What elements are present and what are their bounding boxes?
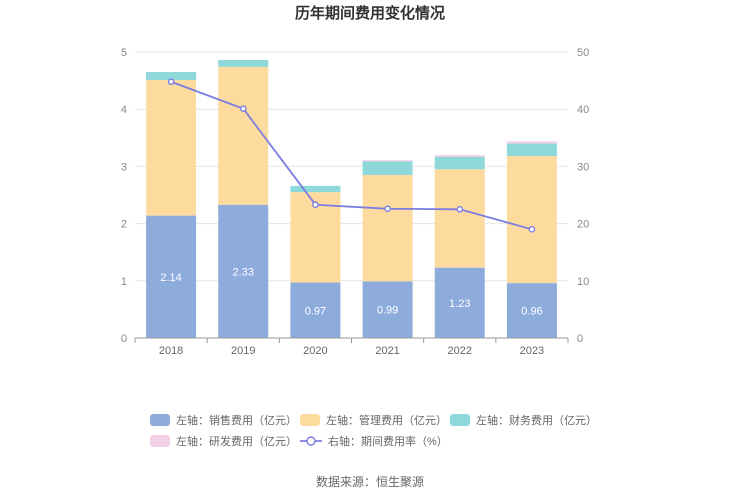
legend-label: 左轴：财务费用（亿元） [476, 413, 597, 427]
bar-segment [218, 66, 269, 205]
data-label: 0.96 [521, 306, 542, 318]
left-tick-label: 3 [121, 161, 127, 173]
bar-segment [218, 60, 269, 67]
legend-line-marker [306, 436, 316, 446]
bars [146, 60, 557, 338]
x-tick-label: 2023 [520, 345, 544, 357]
bar-segment [146, 80, 197, 216]
x-tick-label: 2019 [231, 345, 255, 357]
legend-label: 左轴：管理费用（亿元） [326, 413, 447, 427]
bar-segment [362, 161, 413, 175]
left-tick-label: 5 [121, 47, 127, 59]
legend-label: 左轴：研发费用（亿元） [176, 434, 297, 448]
bar-segment [506, 283, 557, 338]
legend-label: 右轴：期间费用率（%） [328, 434, 448, 448]
bar-segment [434, 169, 485, 268]
right-tick-label: 0 [577, 333, 583, 345]
bar-segment [434, 267, 485, 338]
rate-point [167, 78, 175, 86]
x-tick-label: 2021 [375, 345, 399, 357]
bar-segment [146, 72, 197, 81]
x-tick-label: 2020 [303, 345, 327, 357]
legend-swatch [300, 414, 320, 426]
rate-point [239, 105, 247, 112]
bar-segment [506, 143, 557, 157]
right-tick-label: 40 [577, 104, 589, 116]
x-axis-ticks: 2018 2019 2020 2021 2022 2023 [134, 338, 569, 357]
data-label: 0.97 [305, 305, 326, 317]
grid-lines [135, 51, 568, 282]
right-axis-ticks: 0 10 20 30 40 50 [577, 47, 589, 345]
right-tick-label: 30 [577, 161, 589, 173]
left-tick-label: 1 [121, 276, 127, 288]
bar-segment [506, 141, 557, 144]
bar-segment [146, 215, 197, 338]
x-tick-label: 2022 [448, 345, 472, 357]
bar-segment [434, 156, 485, 170]
bar-segment [218, 204, 269, 338]
rate-point [456, 205, 464, 213]
legend-swatch [450, 414, 470, 426]
legend: 左轴：销售费用（亿元） 左轴：管理费用（亿元） 左轴：财务费用（亿元） 左轴：研发费用… [150, 413, 597, 448]
left-axis-ticks: 0 1 2 3 4 5 [121, 47, 127, 345]
data-label: 2.14 [160, 272, 181, 284]
right-tick-label: 50 [577, 47, 589, 59]
rate-line-path [170, 80, 533, 231]
chart-title: 历年期间费用变化情况 [295, 4, 445, 22]
data-label: 2.33 [233, 266, 254, 278]
bar-segment [362, 160, 413, 162]
data-labels: 2.14 2.33 0.97 0.99 1.23 0.96 [160, 266, 542, 317]
bar-segment [506, 156, 557, 284]
right-tick-label: 20 [577, 219, 589, 231]
left-tick-label: 4 [121, 104, 127, 116]
bar-segment [434, 154, 485, 157]
bar-segment [362, 174, 413, 282]
legend-swatch [150, 414, 170, 426]
data-label: 0.99 [377, 305, 398, 317]
bar-segment [290, 282, 341, 338]
legend-swatch [150, 435, 170, 447]
bar-segment [362, 281, 413, 338]
rate-point [384, 205, 391, 213]
data-label: 1.23 [449, 298, 470, 310]
rate-line [167, 78, 536, 233]
right-tick-label: 10 [577, 276, 589, 288]
left-tick-label: 2 [121, 219, 127, 231]
source-text: 数据来源：恒生聚源 [316, 474, 424, 489]
bar-segment [290, 185, 341, 193]
left-tick-label: 0 [121, 333, 127, 345]
legend-label: 左轴：销售费用（亿元） [176, 413, 297, 427]
rate-point [312, 201, 319, 209]
rate-point [528, 226, 536, 233]
x-tick-label: 2018 [159, 345, 183, 357]
